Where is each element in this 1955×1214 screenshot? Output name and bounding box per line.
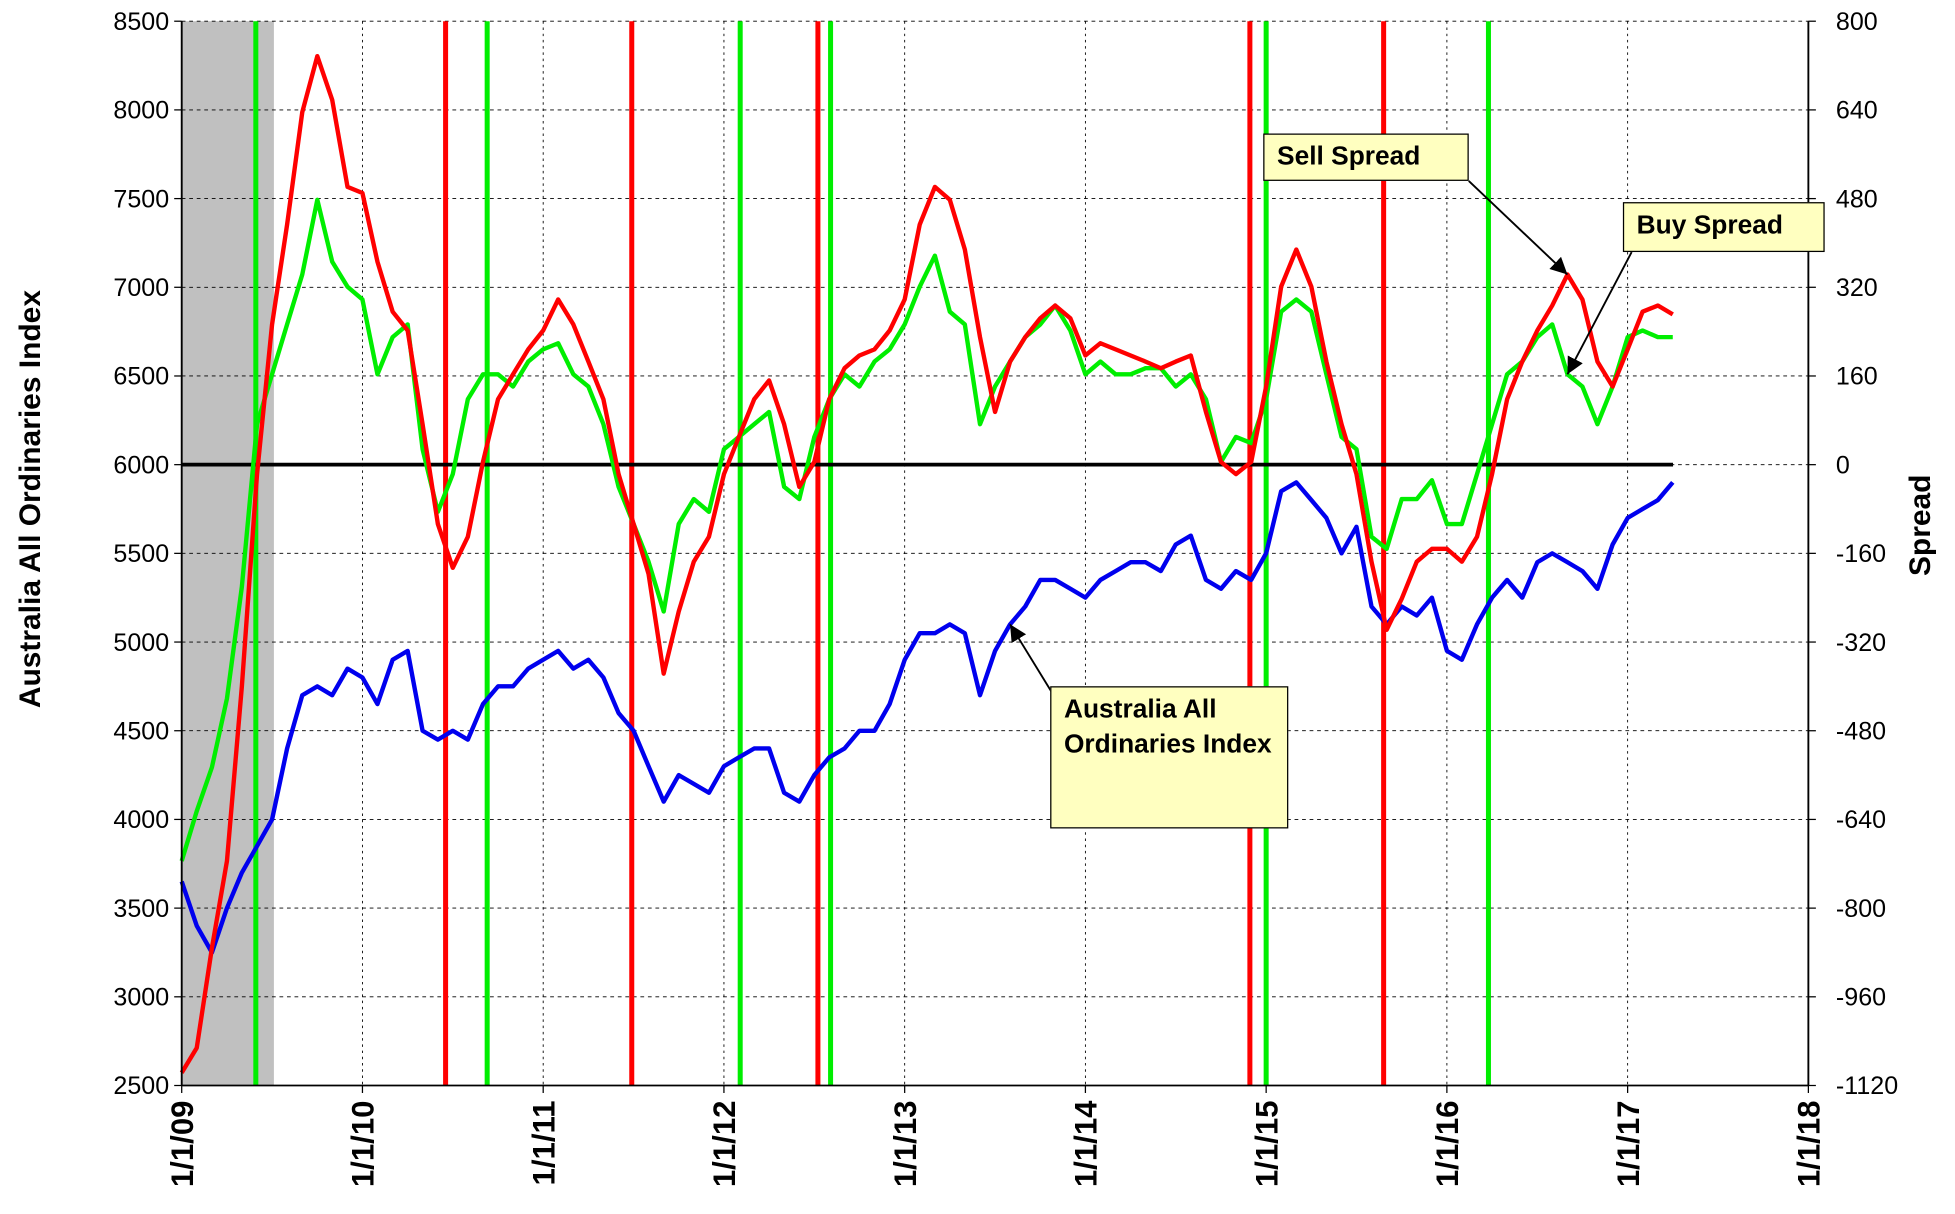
y2-tick-label: -800 [1836, 895, 1886, 923]
y2-tick-label: -160 [1836, 540, 1886, 568]
series-line [179, 53, 1674, 1074]
x-tick-label: 1/1/15 [1249, 1100, 1284, 1187]
y-tick-label: 4500 [113, 718, 169, 746]
y2-tick-label: -320 [1836, 629, 1886, 657]
y-tick-label: 7500 [113, 185, 169, 213]
annotation-arrow [1468, 180, 1569, 276]
y2-axis-title: Spread [1904, 475, 1937, 576]
annotation-sell: Sell Spread [1263, 133, 1469, 181]
x-tick-label: 1/1/11 [526, 1100, 561, 1185]
y-tick-label: 6000 [113, 451, 169, 479]
annotation-index: Australia All Ordinaries Index [1050, 686, 1289, 829]
y-tick-label: 7000 [113, 274, 169, 302]
annotation-buy: Buy Spread [1622, 202, 1825, 253]
y2-tick-label: 640 [1836, 97, 1878, 125]
y-tick-label: 6500 [113, 363, 169, 391]
y2-tick-label: -640 [1836, 806, 1886, 834]
x-tick-label: 1/1/13 [888, 1100, 923, 1187]
y2-tick-label: 800 [1836, 8, 1878, 36]
x-tick-label: 1/1/18 [1792, 1100, 1827, 1187]
y2-tick-label: 480 [1836, 185, 1878, 213]
x-tick-label: 1/1/16 [1430, 1100, 1465, 1187]
y-tick-label: 8500 [113, 8, 169, 36]
y-tick-label: 4000 [113, 806, 169, 834]
y-tick-label: 5000 [113, 629, 169, 657]
y-tick-label: 2500 [113, 1072, 169, 1100]
y-tick-label: 5500 [113, 540, 169, 568]
y2-tick-label: -480 [1836, 718, 1886, 746]
x-tick-label: 1/1/10 [346, 1100, 381, 1187]
y-tick-label: 8000 [113, 97, 169, 125]
y-tick-label: 3500 [113, 895, 169, 923]
annotation-arrow [1566, 251, 1633, 375]
y2-tick-label: -1120 [1836, 1072, 1898, 1100]
y-tick-label: 3000 [113, 984, 169, 1012]
y2-tick-label: 0 [1836, 451, 1850, 479]
y-axis-title: Australia All Ordinaries Index [14, 290, 47, 708]
series-line [179, 197, 1673, 862]
series-line [179, 480, 1675, 955]
annotation-arrow [1009, 623, 1054, 695]
x-tick-label: 1/1/09 [165, 1100, 200, 1187]
y2-tick-label: -960 [1836, 984, 1886, 1012]
y2-tick-label: 320 [1836, 274, 1878, 302]
x-tick-label: 1/1/14 [1069, 1100, 1104, 1187]
y2-tick-label: 160 [1836, 363, 1878, 391]
x-tick-label: 1/1/17 [1611, 1100, 1646, 1187]
x-tick-label: 1/1/12 [707, 1100, 742, 1187]
